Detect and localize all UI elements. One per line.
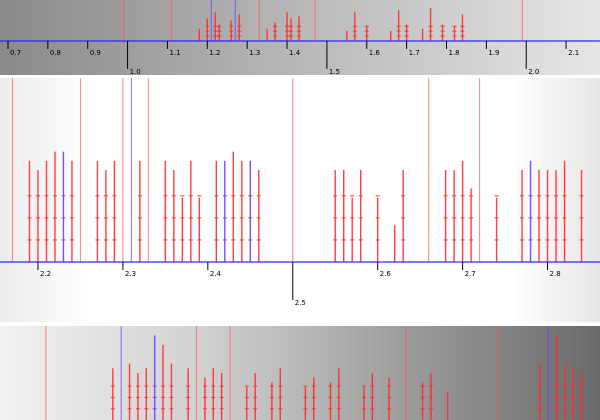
x-tick-label: 2.5 bbox=[295, 299, 306, 307]
x-tick-label: 2.6 bbox=[380, 270, 392, 278]
x-tick-label: 0.7 bbox=[10, 49, 21, 57]
x-tick-label: 2.7 bbox=[465, 270, 476, 278]
x-tick-label: 2.0 bbox=[528, 68, 539, 76]
x-tick-label: 1.0 bbox=[130, 68, 141, 76]
x-tick-label: 1.3 bbox=[249, 49, 260, 57]
spectrum-panel-2: 2.2 2.3 2.4 2.5 2.6 2.7 2.8 bbox=[0, 78, 600, 322]
x-tick-label: 1.9 bbox=[488, 49, 499, 57]
x-tick-label: 2.8 bbox=[550, 270, 561, 278]
x-tick-label: 1.1 bbox=[169, 49, 180, 57]
panel-background bbox=[0, 326, 600, 420]
x-tick-label: 2.1 bbox=[568, 49, 579, 57]
x-tick-label: 2.3 bbox=[125, 270, 136, 278]
x-tick-label: 0.9 bbox=[90, 49, 101, 57]
spectrum-panel-3 bbox=[0, 326, 600, 420]
x-tick-label: 2.4 bbox=[210, 270, 222, 278]
x-tick-label: 1.6 bbox=[369, 49, 381, 57]
x-tick-label: 2.2 bbox=[40, 270, 51, 278]
x-tick-label: 1.2 bbox=[209, 49, 220, 57]
x-tick-label: 1.7 bbox=[409, 49, 420, 57]
x-tick-label: 1.8 bbox=[448, 49, 459, 57]
panel-background bbox=[0, 0, 600, 75]
panel-background bbox=[0, 78, 600, 322]
spectrum-panel-1: 0.7 0.8 0.9 1.0 1.1 1.2 1.3 1.4 1.5 1.6 1.7 1.8 1.9 2… bbox=[0, 0, 600, 76]
x-tick-label: 1.5 bbox=[329, 68, 340, 76]
x-tick-label: 1.4 bbox=[289, 49, 301, 57]
x-tick-label: 0.8 bbox=[50, 49, 61, 57]
